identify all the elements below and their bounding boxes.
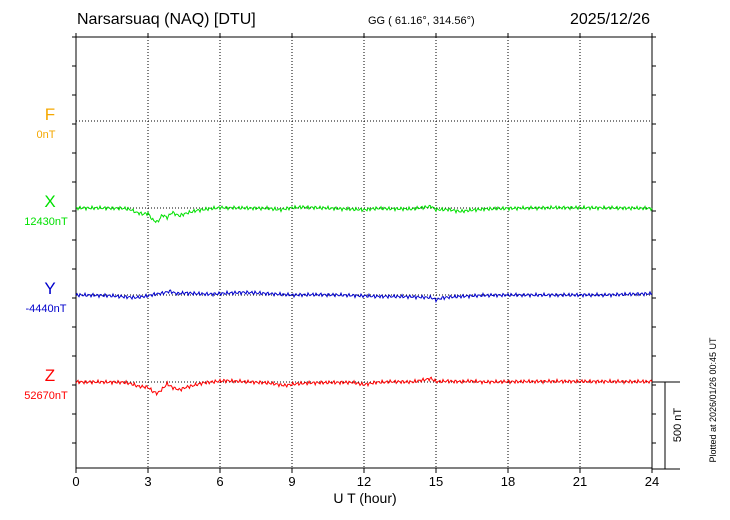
component-name-z: Z [44, 366, 56, 385]
x-tick-label: 9 [288, 474, 296, 489]
x-tick-label: 3 [144, 474, 152, 489]
plotted-timestamp-note: Plotted at 2026/01/26 00:45 UT [708, 337, 718, 463]
station-title: Narsarsuaq (NAQ) [DTU] [77, 11, 256, 28]
x-tick-label: 18 [500, 474, 516, 489]
x-tick-label: 15 [428, 474, 444, 489]
x-axis-label: U T (hour) [333, 490, 397, 506]
component-baseline-y: -4440nT [25, 303, 67, 315]
series-z-line [75, 376, 653, 397]
x-tick-label: 21 [572, 474, 588, 489]
component-name-y: Y [44, 279, 56, 298]
scale-bar-label: 500 nT [672, 407, 684, 443]
series-x-line [76, 204, 653, 224]
date-label: 2025/12/26 [570, 11, 651, 28]
component-name-f: F [44, 105, 56, 124]
component-baseline-f: 0nT [36, 129, 56, 141]
component-name-x: X [44, 192, 56, 211]
x-tick-label: 24 [644, 474, 660, 489]
coordinates-label: GG ( 61.16°, 314.56°) [368, 15, 475, 27]
x-tick-label: 0 [72, 474, 80, 489]
x-tick-label: 12 [356, 474, 372, 489]
component-baseline-x: 12430nT [24, 216, 68, 228]
series-y-line [75, 289, 653, 304]
x-tick-label: 6 [216, 474, 224, 489]
component-baseline-z: 52670nT [24, 390, 68, 402]
